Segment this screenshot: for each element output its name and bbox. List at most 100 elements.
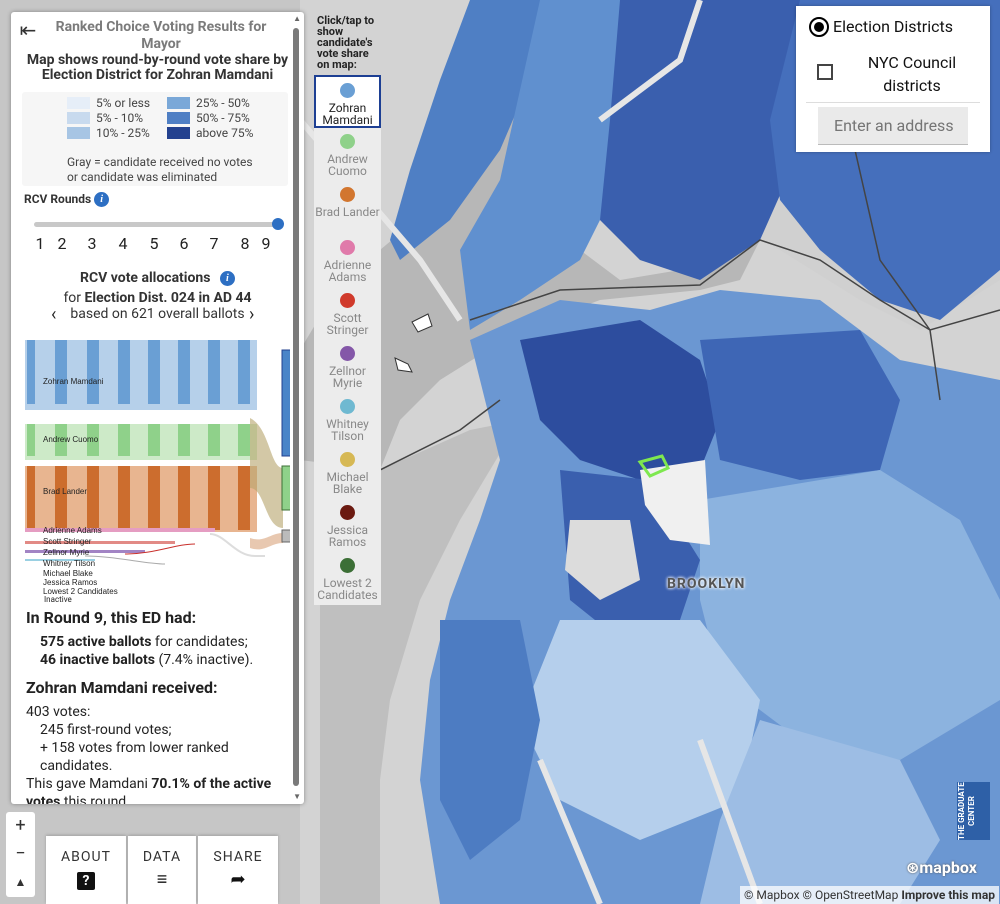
sankey-band xyxy=(25,550,145,553)
round-tick[interactable]: 9 xyxy=(261,234,271,253)
sankey-flow xyxy=(209,533,265,557)
candidate-lowest-2[interactable]: Lowest 2 Candidates xyxy=(314,552,381,605)
data-tab[interactable]: DATA ≡ xyxy=(128,836,196,904)
candidate-stringer[interactable]: Scott Stringer xyxy=(314,287,381,340)
candidate-mamdani[interactable]: Zohran Mamdani xyxy=(314,75,381,128)
scroll-down-icon[interactable]: ▼ xyxy=(293,792,301,801)
rcv-rounds-label: RCV Rounds i xyxy=(24,192,110,208)
circle-icon xyxy=(340,505,355,520)
mapbox-logo[interactable]: ⊛mapbox xyxy=(906,858,977,877)
panel-scrollbar[interactable] xyxy=(293,28,299,786)
collapse-panel-icon[interactable]: ⇤ xyxy=(19,18,37,42)
candidate-blake[interactable]: Michael Blake xyxy=(314,446,381,499)
active-ballots-count: 575 active ballots xyxy=(40,634,152,650)
share-tab-label: SHARE xyxy=(213,849,263,865)
legend-swatch xyxy=(67,97,90,109)
attribution-text[interactable]: © Mapbox © OpenStreetMap xyxy=(744,888,899,902)
district-selector: Election Districts NYC Council districts xyxy=(796,6,990,152)
round-tick[interactable]: 5 xyxy=(149,234,159,253)
sankey-labels: Zohran Mamdani Andrew Cuomo Brad Lander … xyxy=(43,377,118,596)
candidate-adams[interactable]: Adrienne Adams xyxy=(314,234,381,287)
candidate-name: Scott Stringer xyxy=(326,311,369,337)
inactive-ballots-count: 46 inactive ballots xyxy=(40,652,155,668)
sankey-label-adams: Adrienne Adams xyxy=(43,526,102,535)
zoom-in-button[interactable]: + xyxy=(6,812,35,841)
round-tick[interactable]: 2 xyxy=(57,234,67,253)
alloc-for-prefix: for xyxy=(63,290,85,306)
sankey-flow xyxy=(84,555,166,565)
rounds-slider-thumb[interactable] xyxy=(272,218,284,230)
round-tick[interactable]: 3 xyxy=(87,234,97,253)
sankey-bar xyxy=(178,340,190,404)
borough-boundaries xyxy=(379,149,1000,471)
share-tab[interactable]: SHARE ➦ xyxy=(198,836,278,904)
color-legend: 5% or less 5% - 10% 10% - 25% 25% - 50% … xyxy=(22,92,288,186)
council-districts-label[interactable]: NYC Council districts xyxy=(867,53,957,95)
legend-label: 10% - 25% xyxy=(96,126,150,140)
candidate-lander[interactable]: Brad Lander xyxy=(314,181,381,234)
legend-item: 50% - 75% xyxy=(167,111,250,125)
sankey-bar xyxy=(87,466,99,530)
mapbox-logo-text: mapbox xyxy=(919,858,977,877)
prev-district-icon[interactable]: ‹ xyxy=(51,304,57,325)
sankey-bar xyxy=(55,424,67,456)
sankey-bar xyxy=(27,424,35,456)
sankey-flow xyxy=(124,543,196,555)
zoom-out-button[interactable]: − xyxy=(6,840,35,869)
scroll-up-icon[interactable]: ▲ xyxy=(293,14,301,23)
round-tick[interactable]: 4 xyxy=(118,234,128,253)
round-tick[interactable]: 1 xyxy=(35,234,45,253)
sankey-bar xyxy=(118,466,130,530)
address-search-input[interactable] xyxy=(818,107,968,145)
sankey-label-cuomo: Andrew Cuomo xyxy=(43,435,99,444)
about-tab[interactable]: ABOUT ? xyxy=(46,836,126,904)
circle-icon xyxy=(340,346,355,361)
data-tab-label: DATA xyxy=(142,849,182,865)
candidate-name: Zohran Mamdani xyxy=(322,101,373,127)
sankey-bar xyxy=(55,340,67,404)
sankey-label-myrie: Zellnor Myrie xyxy=(43,548,90,557)
round-tick[interactable]: 7 xyxy=(209,234,219,253)
candidate-name: Zellnor Myrie xyxy=(329,364,366,390)
brooklyn-districts xyxy=(420,290,1000,904)
divider xyxy=(806,102,980,103)
candidate-tilson[interactable]: Whitney Tilson xyxy=(314,393,381,446)
vote-share-suffix: this round. xyxy=(60,794,130,804)
election-districts-label[interactable]: Election Districts xyxy=(833,17,953,36)
sankey-label-ramos: Jessica Ramos xyxy=(43,578,97,587)
election-districts-radio[interactable] xyxy=(809,17,829,37)
info-icon[interactable]: i xyxy=(94,192,110,208)
sankey-bars xyxy=(27,424,250,456)
improve-map-link[interactable]: Improve this map xyxy=(901,888,995,902)
rounds-slider-track[interactable] xyxy=(34,222,278,227)
sankey-bar xyxy=(238,424,250,456)
round-tick[interactable]: 8 xyxy=(240,234,250,253)
graduate-center-logo: THE GRADUATE CENTER xyxy=(957,782,990,840)
compass-icon[interactable]: ▲ xyxy=(6,868,35,897)
info-icon[interactable]: i xyxy=(219,270,235,286)
rcv-sankey-chart: Zohran Mamdani Andrew Cuomo Brad Lander … xyxy=(25,340,290,596)
alloc-district: for Election Dist. 024 in AD 44 xyxy=(11,290,304,306)
candidate-ramos[interactable]: Jessica Ramos xyxy=(314,499,381,552)
final-bar-cuomo xyxy=(281,465,290,511)
round-tick[interactable]: 6 xyxy=(179,234,189,253)
round-heading: In Round 9, this ED had: xyxy=(26,608,197,627)
inactive-ballots-text: (7.4% inactive). xyxy=(154,652,254,668)
candidate-myrie[interactable]: Zellnor Myrie xyxy=(314,340,381,393)
legend-swatch xyxy=(167,97,190,109)
sankey-bar xyxy=(87,424,99,456)
next-district-icon[interactable]: › xyxy=(249,304,255,325)
sankey-bar xyxy=(148,466,160,530)
rcv-rounds-text: RCV Rounds xyxy=(24,192,92,206)
legend-item: 5% - 10% xyxy=(67,111,143,125)
sankey-band xyxy=(25,559,95,561)
candidate-name: Jessica Ramos xyxy=(326,523,369,549)
database-icon: ≡ xyxy=(156,869,168,890)
council-districts-checkbox[interactable] xyxy=(817,64,833,80)
candidate-list: Zohran Mamdani Andrew Cuomo Brad Lander … xyxy=(314,75,381,605)
candidate-cuomo[interactable]: Andrew Cuomo xyxy=(314,128,381,181)
votes-total: 403 votes: xyxy=(26,704,91,720)
sankey-label-mamdani: Zohran Mamdani xyxy=(43,377,104,386)
active-ballots-text: for candidates; xyxy=(151,634,248,650)
share-icon: ➦ xyxy=(230,869,246,890)
